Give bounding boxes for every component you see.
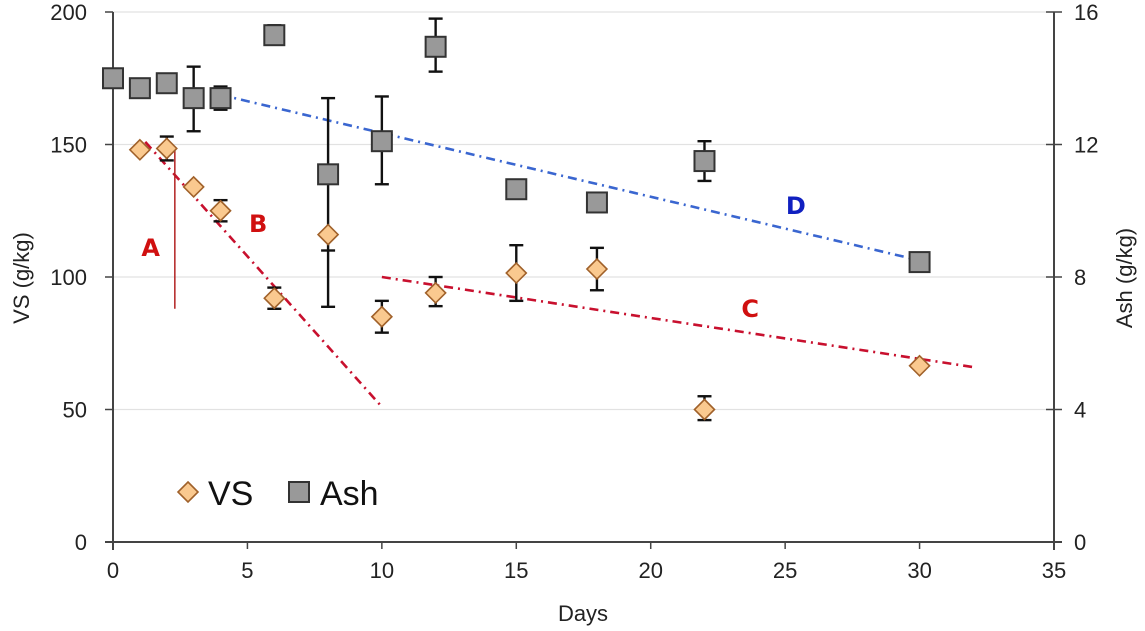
ash-point	[505, 178, 528, 201]
ash-point	[182, 87, 205, 110]
trend-lines	[144, 93, 974, 408]
legend-vs-label: VS	[208, 475, 253, 513]
tick-labels: 0 5 10 15 20 25 30 35 0 50 100 150 200 0 4 8 12 16	[50, 0, 1098, 583]
y-tick-label: 100	[50, 265, 87, 290]
ash-point	[585, 191, 608, 214]
y2-axis-title: Ash (g/kg)	[1112, 228, 1137, 328]
ash-point	[317, 163, 340, 186]
y2-tick-label: 4	[1074, 398, 1086, 423]
x-axis-title: Days	[558, 601, 608, 626]
y-tick-label: 0	[75, 530, 87, 555]
x-tick-label: 35	[1042, 558, 1066, 583]
vs-point	[505, 261, 528, 285]
ash-point	[155, 72, 178, 95]
annotation-a: A	[141, 234, 160, 262]
ash-point	[128, 77, 151, 100]
x-tick-label: 5	[241, 558, 253, 583]
y-tick-label: 200	[50, 0, 87, 25]
annotation-d: D	[786, 192, 806, 220]
annotation-c: C	[741, 295, 759, 323]
trend-line-b	[144, 140, 383, 408]
legend-ash-icon	[288, 481, 310, 503]
vs-point	[128, 138, 152, 161]
vs-point	[424, 281, 447, 305]
ash-point	[102, 67, 124, 90]
vs-point	[209, 199, 232, 222]
ash-point	[693, 150, 716, 173]
x-tick-label: 10	[370, 558, 394, 583]
legend-ash-label: Ash	[320, 475, 379, 513]
y2-tick-label: 0	[1074, 530, 1086, 555]
ash-point	[263, 24, 286, 47]
ash-point	[209, 87, 232, 110]
ash-point	[908, 251, 931, 274]
vs-point	[155, 137, 178, 160]
legend-vs-icon	[176, 480, 200, 504]
vs-point	[182, 175, 205, 199]
vs-point	[316, 223, 340, 246]
vs-point	[693, 398, 716, 421]
error-bars	[159, 17, 712, 422]
x-tick-label: 0	[107, 558, 119, 583]
y-axis-title: VS (g/kg)	[9, 232, 34, 324]
y-tick-label: 50	[63, 398, 87, 423]
x-tick-label: 30	[907, 558, 931, 583]
vs-point	[908, 354, 931, 377]
trend-line-c	[381, 275, 974, 369]
grid-lines	[113, 11, 1054, 411]
x-tick-label: 25	[773, 558, 797, 583]
x-tick-label: 20	[638, 558, 662, 583]
trend-line-d	[220, 93, 920, 262]
ash-point	[370, 130, 393, 153]
ash-point	[424, 35, 447, 58]
y2-tick-label: 8	[1074, 265, 1086, 290]
y2-tick-label: 16	[1074, 0, 1098, 25]
vs-point	[370, 305, 393, 328]
axes	[105, 11, 1062, 550]
data-points	[102, 24, 931, 421]
vs-point	[585, 257, 609, 281]
y2-tick-label: 12	[1074, 133, 1098, 158]
annotation-b: B	[249, 210, 267, 238]
annotations: A B C D	[141, 192, 806, 323]
y-tick-label: 150	[50, 133, 87, 158]
legend: VS Ash	[176, 475, 379, 513]
vs-point	[263, 287, 286, 310]
x-tick-label: 15	[504, 558, 528, 583]
